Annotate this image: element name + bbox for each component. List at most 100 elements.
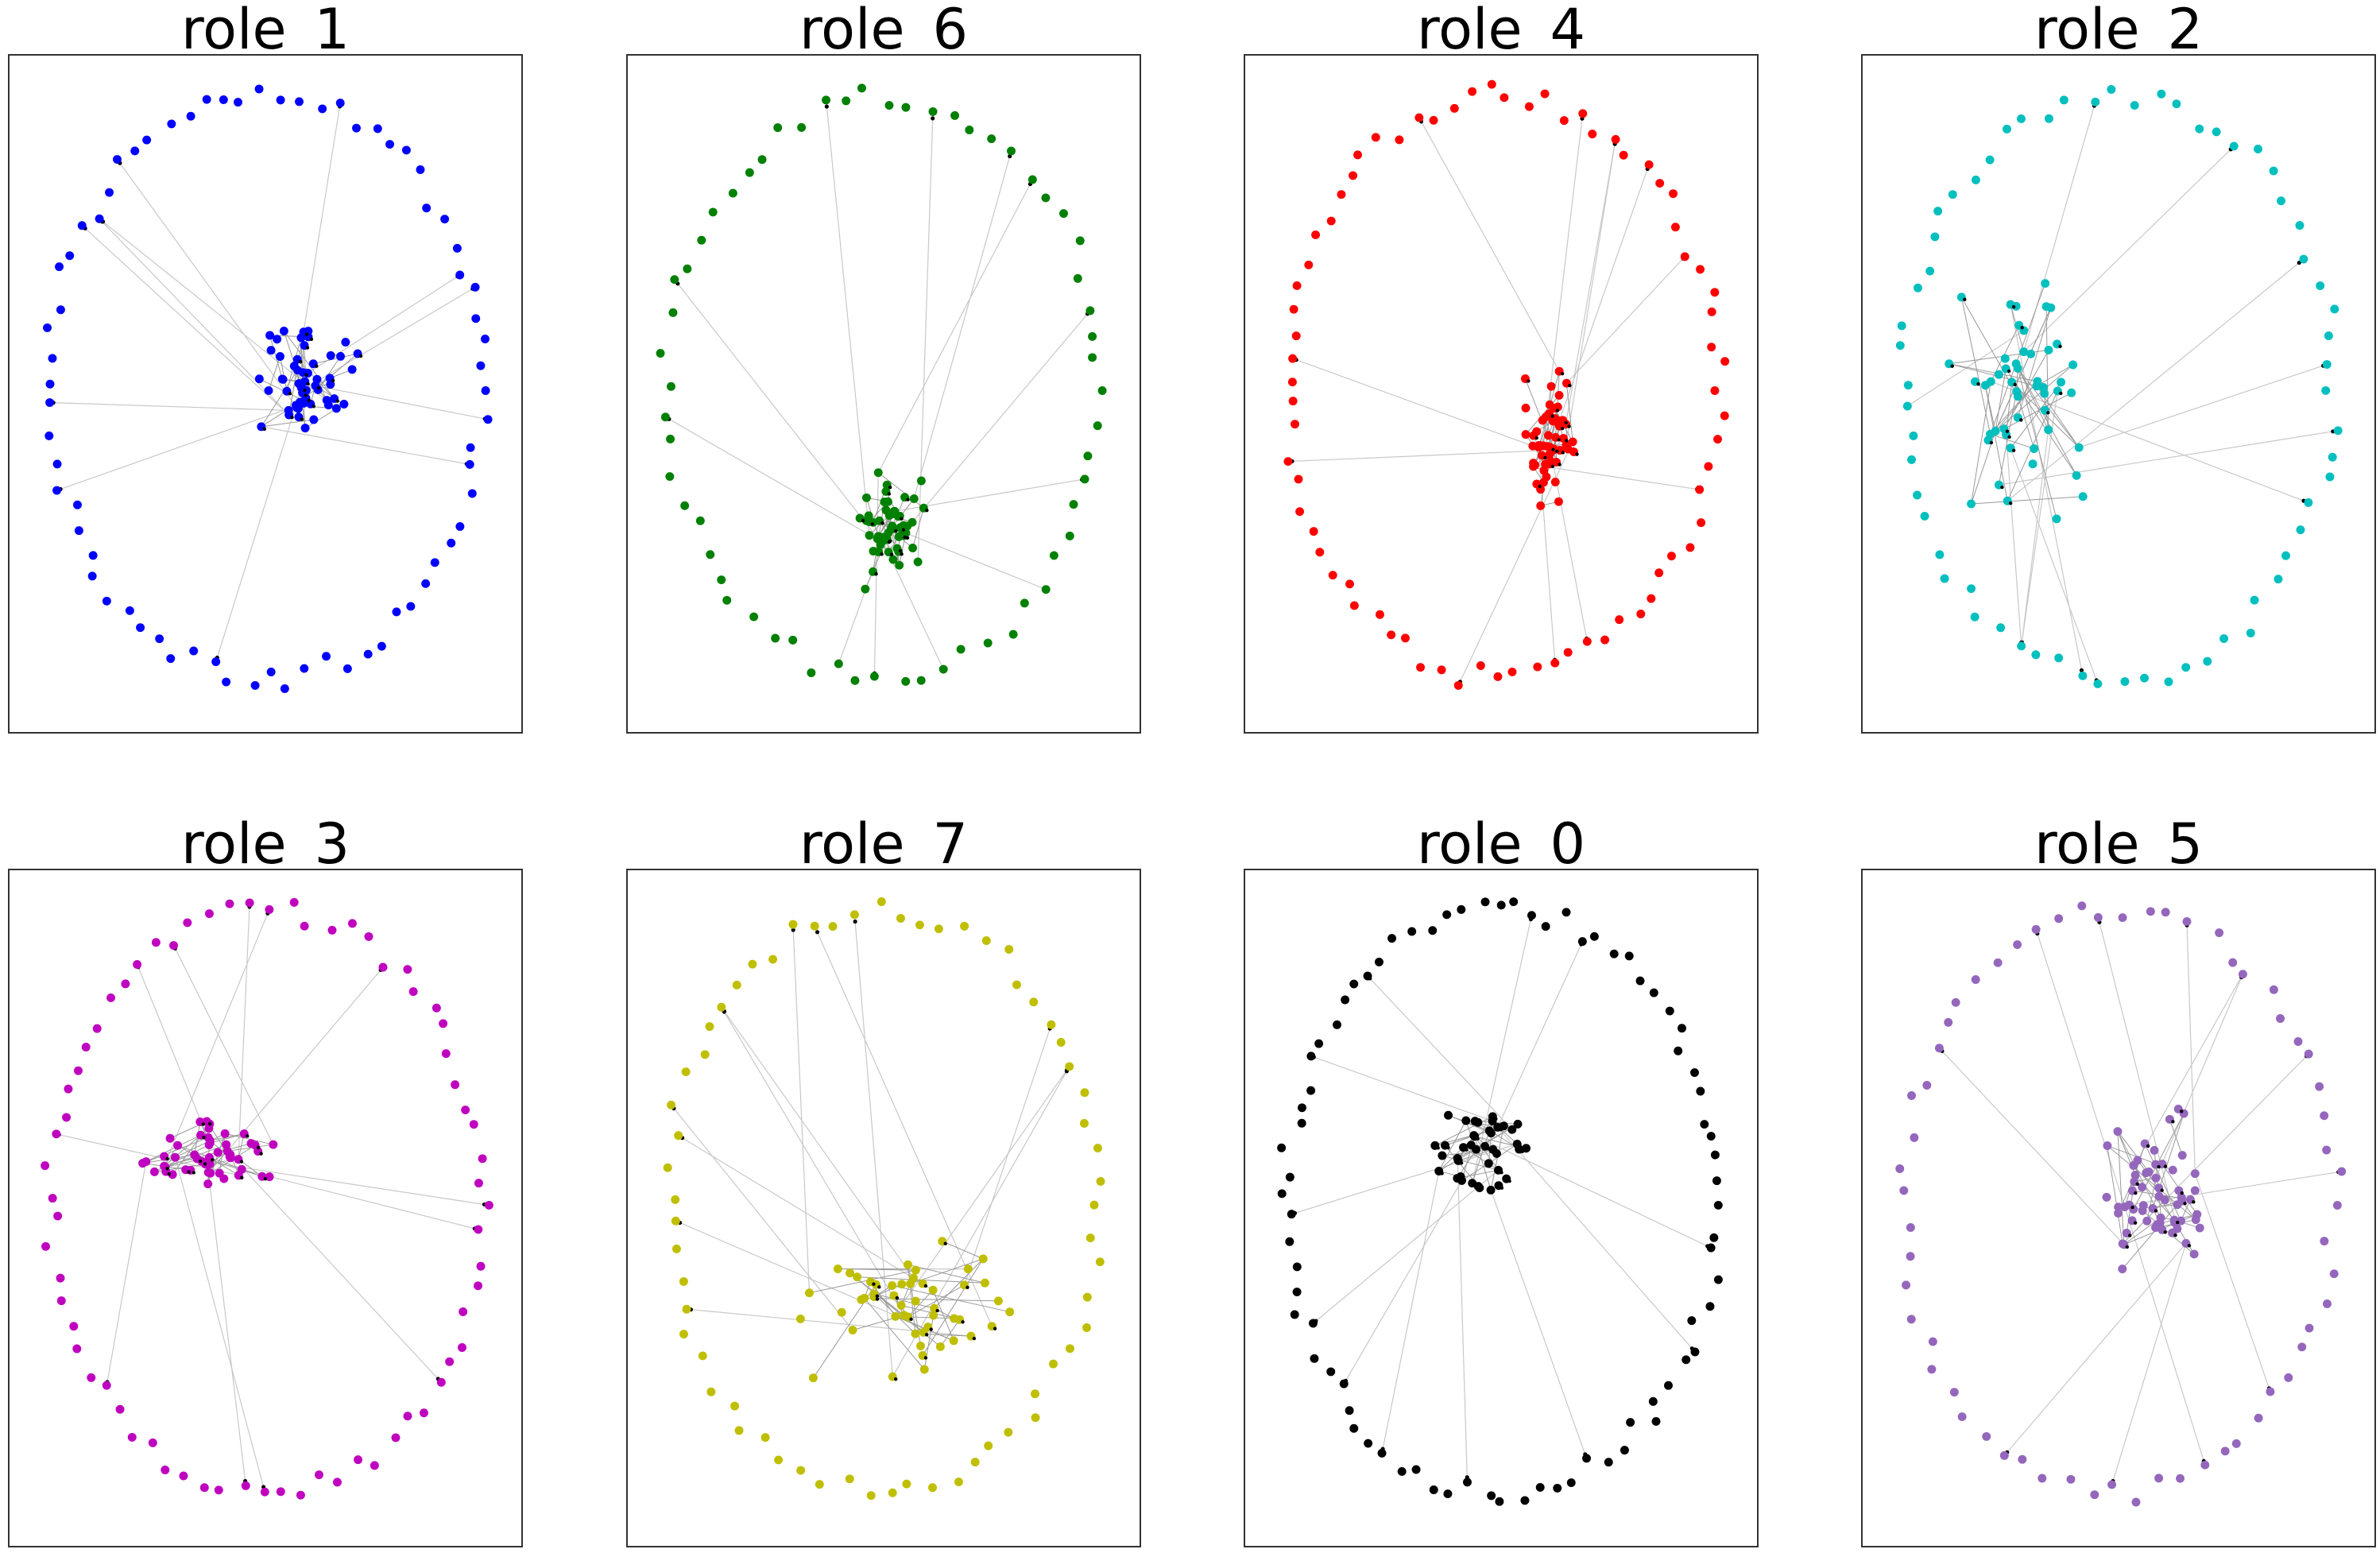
edge-arrowhead	[304, 373, 308, 377]
graph-node	[1453, 1174, 1462, 1183]
edge-arrowhead	[870, 522, 875, 526]
graph-edge	[1990, 433, 2034, 449]
graph-node	[165, 1133, 175, 1143]
graph-node	[1706, 1243, 1716, 1253]
graph-node	[300, 664, 309, 673]
graph-plot-area	[1244, 869, 1759, 1547]
graph-node	[2140, 673, 2149, 683]
graph-edge	[2155, 974, 2243, 1179]
graph-node	[1670, 223, 1680, 232]
graph-node	[1029, 997, 1039, 1007]
graph-node	[1696, 1086, 1705, 1096]
graph-node	[1710, 288, 1720, 297]
graph-node	[2044, 114, 2053, 123]
graph-node	[956, 645, 966, 654]
graph-node	[1292, 281, 1302, 290]
graph-node	[2130, 101, 2139, 110]
graph-edge	[207, 1172, 246, 1486]
graph-node	[679, 1330, 688, 1339]
edge-arrowhead	[2146, 1144, 2150, 1148]
graph-edge	[907, 1289, 934, 1318]
graph-node	[439, 1019, 448, 1028]
graph-edge	[814, 925, 993, 1326]
graph-edge	[1473, 1135, 1499, 1171]
graph-node	[828, 922, 838, 931]
graph-node	[1707, 307, 1716, 316]
graph-edge	[2010, 447, 2099, 684]
edge-arrowhead	[298, 359, 303, 364]
graph-node	[1695, 485, 1705, 494]
graph-edge	[1292, 358, 1534, 447]
graph-node	[1620, 1446, 1629, 1455]
graph-edge	[671, 1104, 853, 1330]
graph-node	[2052, 514, 2061, 524]
graph-node	[1993, 958, 2003, 967]
graph-node	[254, 84, 264, 94]
graph-edge	[721, 1006, 905, 1316]
graph-edge	[1497, 941, 1583, 1128]
graph-node	[1651, 1416, 1661, 1426]
graph-edge	[900, 1066, 1070, 1306]
graph-node	[2138, 1201, 2148, 1210]
graph-node	[665, 472, 675, 482]
edge-arrowhead	[2007, 369, 2011, 374]
graph-node	[1349, 979, 1359, 989]
graph-node	[671, 1244, 681, 1253]
graph-edge	[117, 159, 298, 409]
graph-node	[1277, 1189, 1287, 1199]
graph-node	[169, 941, 178, 951]
graph-node	[1309, 527, 1318, 536]
graph-node	[41, 1161, 50, 1171]
graph-node	[2129, 1160, 2138, 1170]
graph-node	[1624, 951, 1634, 961]
graph-node	[315, 1470, 323, 1480]
panel-title: role_4	[1416, 0, 1586, 62]
graph-node	[1328, 571, 1337, 580]
graph-edge	[905, 533, 1047, 591]
graph-node	[846, 1268, 855, 1278]
graph-node	[276, 1487, 285, 1497]
graph-node	[1582, 1454, 1591, 1463]
graph-node	[1292, 1262, 1302, 1272]
graph-node	[911, 1296, 920, 1306]
graph-node	[246, 1139, 256, 1148]
edge-arrowhead	[880, 521, 884, 525]
graph-node	[1291, 420, 1299, 429]
graph-node	[1475, 1183, 1484, 1193]
graph-node	[1903, 381, 1913, 390]
graph-node	[1486, 1185, 1496, 1195]
graph-node	[2142, 1216, 2152, 1226]
graph-node	[87, 1373, 96, 1382]
graph-node	[2041, 279, 2050, 289]
graph-node	[300, 921, 309, 931]
edge-arrowhead	[300, 417, 304, 421]
edge-arrowhead	[309, 337, 314, 342]
graph-node	[1082, 1323, 1091, 1332]
graph-node	[327, 925, 337, 935]
edge-arrowhead	[889, 552, 894, 556]
graph-node	[276, 352, 284, 361]
graph-node	[1541, 412, 1550, 422]
graph-node	[2054, 914, 2064, 924]
graph-node	[2107, 1480, 2117, 1489]
graph-node	[666, 381, 675, 391]
graph-node	[2330, 304, 2339, 314]
graph-edge	[1565, 256, 1685, 384]
graph-edge	[877, 179, 1033, 473]
graph-node	[53, 1211, 63, 1221]
graph-node	[2154, 1474, 2164, 1483]
graph-node	[401, 145, 411, 155]
edge-arrowhead	[2005, 429, 2010, 433]
graph-edge	[1949, 363, 2038, 387]
panel-title: role_7	[799, 811, 969, 877]
graph-node	[455, 521, 465, 531]
graph-node	[265, 904, 274, 914]
graph-node	[69, 1322, 79, 1331]
graph-node	[1291, 331, 1301, 341]
edge-arrowhead	[2007, 435, 2011, 440]
graph-node	[671, 1195, 680, 1204]
edge-arrowhead	[1565, 439, 1569, 443]
edge-arrowhead	[901, 528, 906, 532]
graph-node	[220, 1129, 230, 1138]
graph-node	[2074, 443, 2084, 452]
